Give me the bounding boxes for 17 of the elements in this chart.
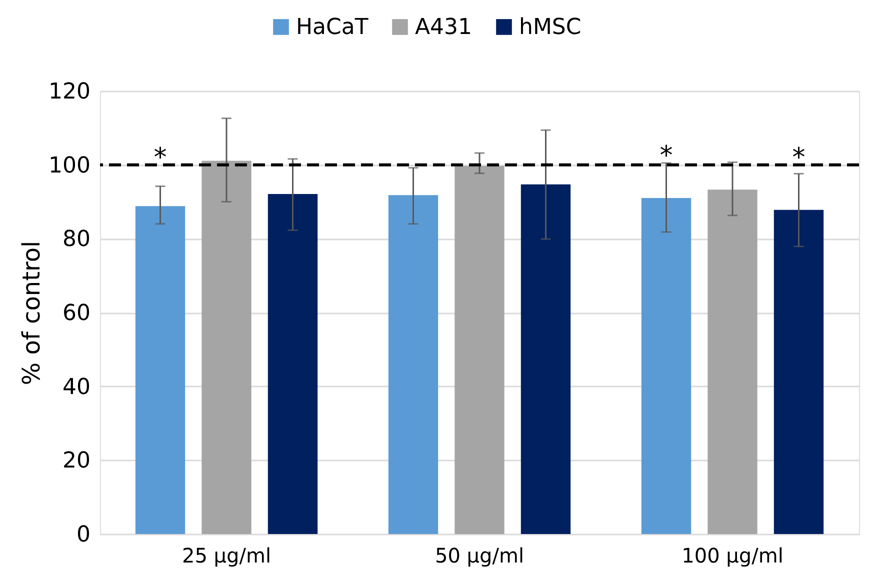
y-tick-label: 40 <box>62 374 90 400</box>
y-tick-label: 20 <box>62 448 90 474</box>
y-tick-label: 60 <box>62 301 90 326</box>
x-tick-label: 50 µg/ml <box>434 544 524 568</box>
legend-label: HaCaT <box>296 15 369 40</box>
legend-label: hMSC <box>519 15 582 40</box>
y-axis-title: % of control <box>18 240 46 386</box>
y-tick-label: 0 <box>76 522 90 548</box>
x-tick-label: 100 µg/ml <box>682 544 784 568</box>
annotation: * <box>154 142 167 173</box>
annotation: * <box>660 140 673 171</box>
y-tick-label: 80 <box>62 227 90 252</box>
x-tick-label: 25 µg/ml <box>182 544 272 568</box>
legend-label: A431 <box>415 15 472 40</box>
y-tick-label: 100 <box>48 153 90 178</box>
annotation: * <box>792 142 806 173</box>
y-tick-label: 120 <box>48 80 90 104</box>
